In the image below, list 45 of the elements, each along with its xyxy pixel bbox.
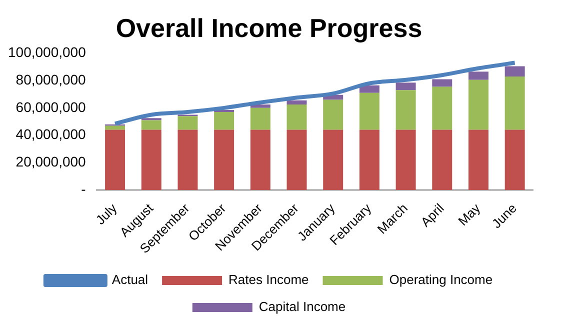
y-tick-label: 80,000,000 [16,71,86,88]
bar [141,120,162,130]
bar [286,104,307,130]
y-tick-label: 100,000,000 [8,44,86,60]
bar [468,72,488,80]
y-tick-label: 60,000,000 [16,98,86,115]
bar [214,130,234,190]
x-tick-label: July [92,200,120,228]
bar [250,104,270,108]
legend-label: Rates Income [228,272,309,288]
bar [432,79,452,87]
bar [359,130,380,190]
bar [286,130,307,190]
bar [468,130,488,190]
bar [432,130,452,190]
legend-label: Capital Income [258,299,346,314]
bar [105,130,126,190]
bar [396,82,416,90]
bar [141,130,162,190]
bar [504,66,525,76]
y-tick-label: 40,000,000 [16,126,86,142]
bar [250,130,270,190]
chart-title: Overall Income Progress [116,12,422,43]
legend-label: Operating Income [389,272,493,288]
bar [359,85,380,93]
bar [359,92,380,130]
bar [323,100,344,130]
bar [432,86,452,130]
bar [178,130,198,190]
line-series [113,60,517,126]
bar [105,126,126,130]
y-tick-label: 20,000,000 [16,154,86,170]
bar [178,116,198,130]
bar [468,80,488,130]
bar [250,108,270,130]
bar [396,90,416,130]
x-tick-label: May [455,200,484,229]
bar [286,100,307,104]
legend-label: Actual [112,272,148,288]
bar [504,130,525,190]
bar [396,130,416,190]
y-tick-label: - [81,180,86,197]
bar [323,130,344,190]
bar [504,76,525,130]
bar [214,112,234,130]
